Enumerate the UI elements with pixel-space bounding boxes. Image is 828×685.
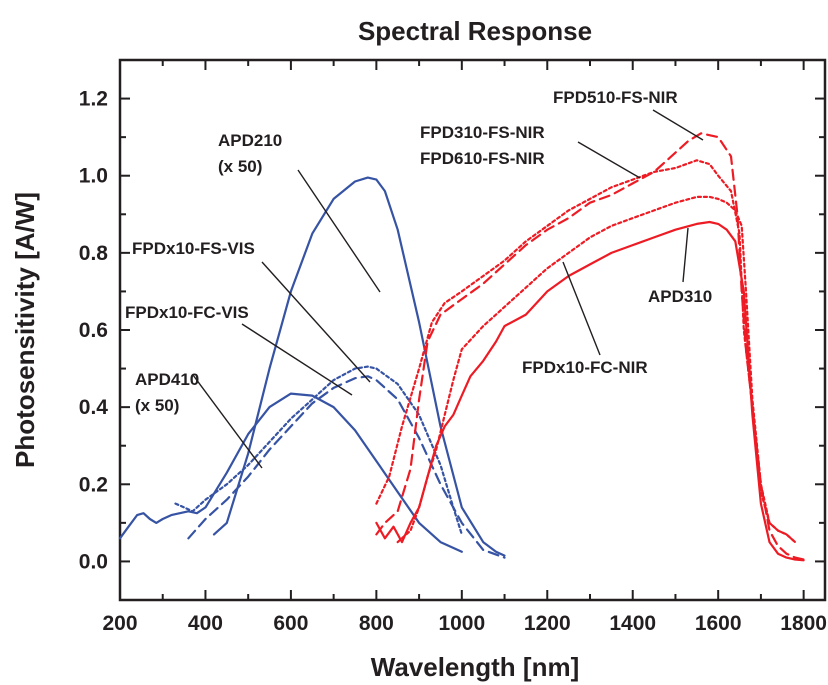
series-annotation-label: APD310 <box>648 287 712 306</box>
x-axis-label: Wavelength [nm] <box>371 652 579 682</box>
y-tick-label: 0.2 <box>79 473 108 496</box>
y-tick-label: 1.2 <box>79 88 108 111</box>
series-line-7 <box>375 220 805 562</box>
x-axis: 200 400 600 800 1000 1200 1400 1600 1800 <box>102 60 827 635</box>
series-annotation-label: FPDx10-FS-VIS <box>132 239 255 258</box>
annotation-leader-line <box>261 261 371 383</box>
y-axis-label: Photosensitivity [A/W] <box>10 192 40 468</box>
y-tick-label: 1.0 <box>79 165 108 188</box>
y-tick-label: 0.0 <box>79 550 108 573</box>
y-tick-label: 0.4 <box>79 396 109 419</box>
series-line-3 <box>187 375 506 559</box>
annotation-leader-line <box>562 261 601 356</box>
chart-title: Spectral Response <box>358 16 592 46</box>
series-annotation-label: FPDx10-FC-NIR <box>522 358 648 377</box>
annotation-leader-line <box>297 169 381 293</box>
y-tick-label: 0.6 <box>79 319 108 342</box>
annotation-leader-line <box>682 227 689 283</box>
x-tick-label: 400 <box>188 612 223 635</box>
x-tick-label: 1400 <box>609 612 656 635</box>
x-tick-label: 1800 <box>780 612 827 635</box>
annotation-leader-line <box>577 141 641 179</box>
series-annotation-label: FPDx10-FC-VIS <box>125 303 249 322</box>
x-tick-label: 1600 <box>695 612 742 635</box>
series-annotation-label: (x 50) <box>218 157 262 176</box>
x-tick-label: 800 <box>359 612 394 635</box>
x-tick-label: 600 <box>273 612 308 635</box>
y-tick-label: 0.8 <box>79 242 109 265</box>
series-annotation-label: APD210 <box>218 131 282 150</box>
series-annotation-label: APD410 <box>135 370 199 389</box>
series-line-5 <box>375 159 797 544</box>
x-tick-label: 200 <box>102 612 137 635</box>
series-annotation-label: FPD310-FS-NIR <box>420 123 545 142</box>
annotation-leader-line <box>192 374 263 469</box>
series-line-2 <box>174 365 463 536</box>
series-line-0 <box>212 176 506 557</box>
x-tick-label: 1000 <box>438 612 485 635</box>
series-annotation-label: (x 50) <box>135 396 179 415</box>
series-layer <box>118 132 805 562</box>
series-annotation-label: FPD610-FS-NIR <box>420 149 545 168</box>
annotation-layer: APD210 (x 50) FPDx10-FS-VIS FPDx10-FC-VIS AP… <box>125 88 712 469</box>
annotation-leader-line <box>652 109 704 141</box>
series-line-1 <box>118 392 463 553</box>
annotation-leader-line <box>241 323 353 396</box>
y-axis: 0.0 0.2 0.4 0.6 0.8 1.0 1.2 <box>79 88 825 573</box>
series-line-4 <box>375 132 805 561</box>
x-tick-label: 1200 <box>524 612 571 635</box>
series-annotation-label: FPD510-FS-NIR <box>553 88 678 107</box>
